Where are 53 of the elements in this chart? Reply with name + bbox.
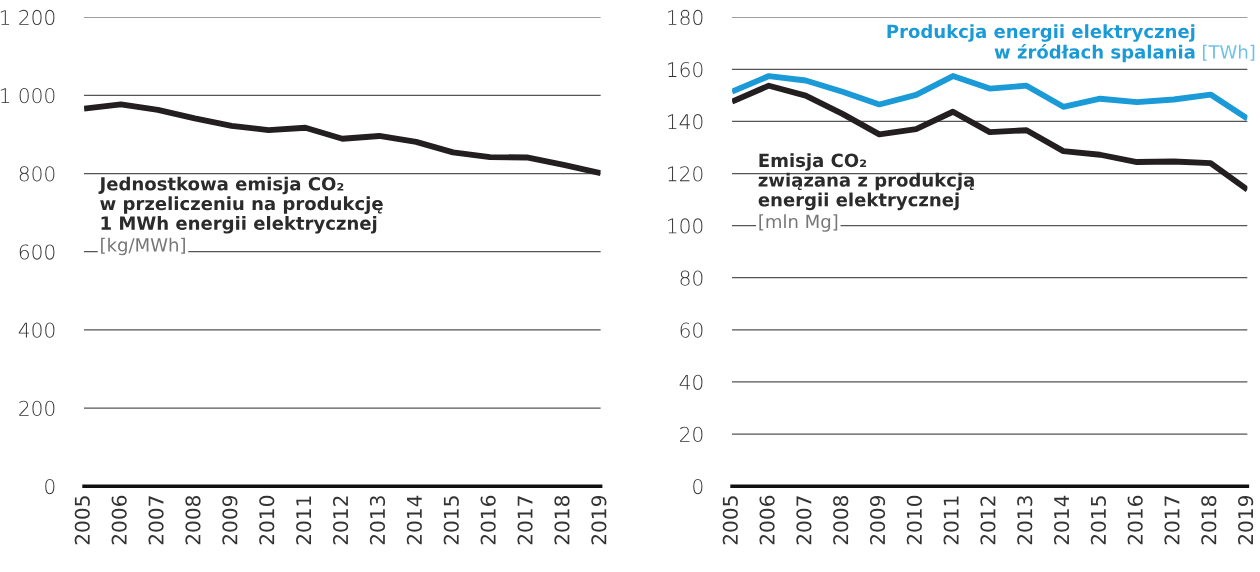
- y-tick-label: 180: [668, 9, 703, 26]
- x-tick-label: 2010: [906, 495, 922, 545]
- y-tick-label: 160: [668, 61, 703, 78]
- x-tick-label: 2015: [1090, 496, 1106, 545]
- x-tick-label: 2010: [259, 495, 275, 545]
- x-tick-label: 2019: [1238, 495, 1254, 545]
- x-tick-label: 2012: [332, 496, 349, 545]
- x-tick-label: 2007: [148, 496, 164, 545]
- y-tick-label: 20: [680, 426, 703, 443]
- x-tick-label: 2016: [1127, 495, 1143, 545]
- y-tick-label: 40: [679, 374, 703, 390]
- x-tick-label: 2008: [833, 495, 849, 545]
- x-tick-label: 2005: [722, 496, 738, 545]
- y-tick-label: 120: [668, 166, 703, 182]
- x-tick-label: 2005: [74, 496, 90, 545]
- x-tick-label: 2014: [406, 495, 422, 545]
- y-tick-label: 1 000: [0, 88, 55, 104]
- x-tick-label: 2009: [869, 495, 886, 545]
- y-tick-label: 0: [45, 478, 55, 495]
- y-tick-label: 600: [19, 244, 55, 260]
- x-tick-label: 2018: [1201, 495, 1217, 545]
- y-tick-label: 800: [19, 166, 55, 182]
- y-tick-label: 200: [19, 400, 55, 416]
- x-tick-label: 2018: [554, 495, 570, 545]
- x-tick-label: 2011: [943, 496, 959, 545]
- text: Jednostkowa emisja CO₂ w przeliczeniu na produkcję 1 MWh energii elektrycznej: [98, 176, 383, 234]
- x-tick-label: 2015: [443, 496, 459, 545]
- annotation: [TWh]: [1202, 44, 1255, 61]
- x-tick-label: 2006: [759, 495, 775, 545]
- x-tick-label: 2014: [1053, 495, 1070, 545]
- y-tick-label: 140: [668, 114, 703, 130]
- x-tick-label: 2013: [1017, 496, 1033, 545]
- y-tick-label: 100: [668, 218, 703, 234]
- y-tick-label: 400: [18, 322, 55, 338]
- series-label: Emisja CO₂ związana z produkcją energii elektrycznej: [758, 153, 974, 211]
- annotation: [mln Mg]: [759, 214, 838, 232]
- x-tick-label: 2006: [111, 495, 127, 545]
- y-tick-label: 60: [680, 322, 703, 338]
- y-tick-label: 80: [680, 270, 703, 286]
- annotation: [kg/MWh]: [101, 237, 185, 256]
- x-tick-label: 2017: [517, 496, 533, 545]
- x-tick-label: 2008: [185, 495, 201, 545]
- y-tick-label: 0: [693, 478, 703, 495]
- x-tick-label: 2011: [296, 496, 312, 545]
- x-tick-label: 2017: [1164, 496, 1180, 545]
- x-tick-label: 2019: [591, 495, 607, 545]
- x-tick-label: 2007: [796, 496, 812, 545]
- x-tick-label: 2013: [369, 496, 386, 545]
- y-tick-label: 1 200: [0, 9, 55, 26]
- series-label: Produkcja energii elektrycznej w źródłach spalania: [887, 24, 1195, 63]
- x-tick-label: 2012: [980, 496, 996, 545]
- x-tick-label: 2016: [480, 495, 496, 545]
- x-tick-label: 2009: [222, 495, 238, 545]
